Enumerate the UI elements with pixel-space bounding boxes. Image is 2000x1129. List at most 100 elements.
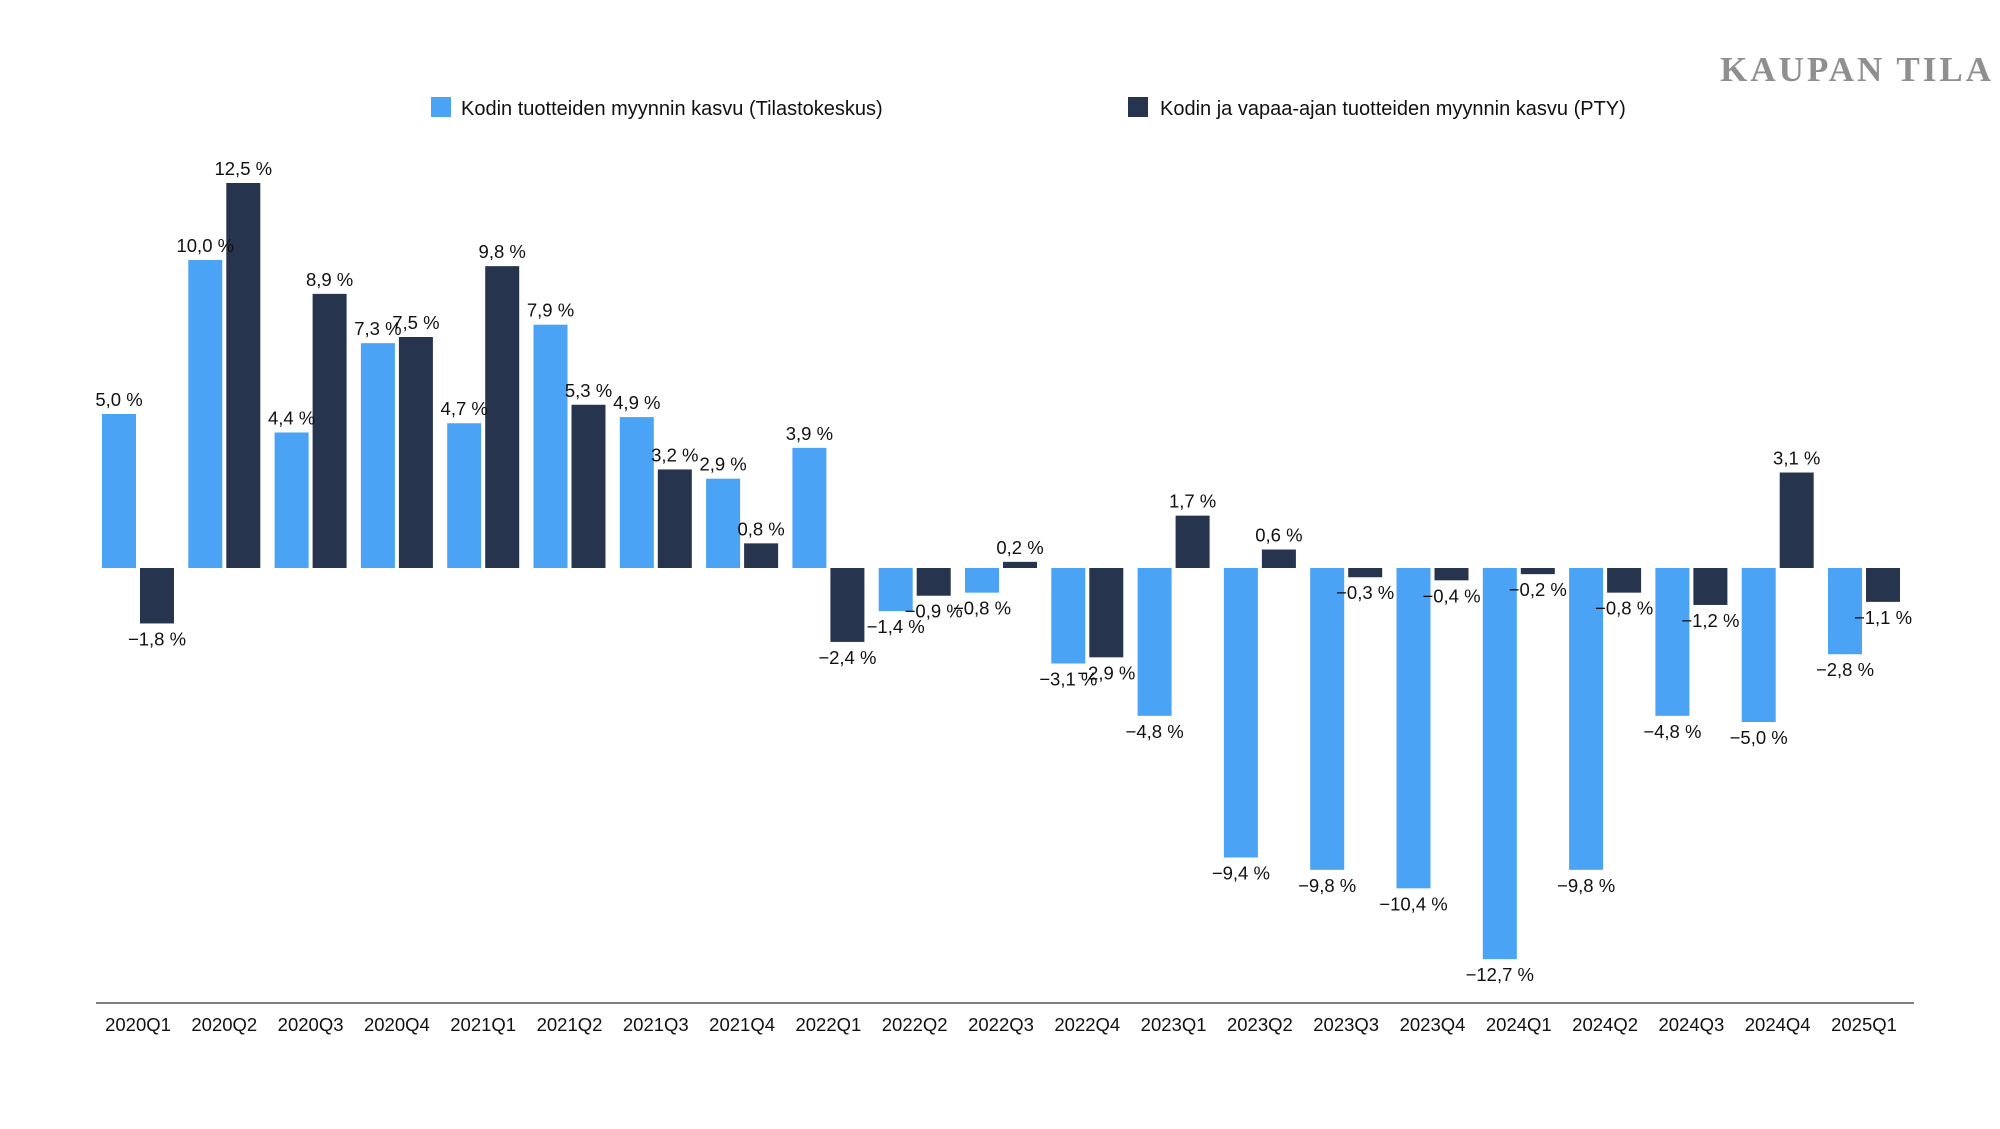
value-labels-group: 5,0 %−1,8 %10,0 %12,5 %4,4 %8,9 %7,3 %7,… bbox=[95, 158, 1912, 985]
x-tick-labels-group: 2020Q1 2020Q2 2020Q3 2020Q4 2021Q1 2021Q2 2021… bbox=[105, 1014, 1897, 1035]
legend-swatch-series-1 bbox=[431, 97, 451, 117]
bar-pty-2025Q1 bbox=[1866, 568, 1900, 602]
x-tick-label-2025Q1: 2025Q1 bbox=[1831, 1014, 1897, 1035]
bar-tilastokeskus-2024Q4 bbox=[1741, 568, 1776, 722]
value-label-tilastokeskus-2024Q1: −12,7 % bbox=[1466, 964, 1534, 985]
bar-tilastokeskus-2023Q2 bbox=[1223, 568, 1258, 858]
bar-pty-2023Q1 bbox=[1175, 515, 1210, 568]
x-tick-label-2022Q2: 2022Q2 bbox=[882, 1014, 948, 1035]
x-tick-label-2021Q2: 2021Q2 bbox=[537, 1014, 603, 1035]
value-label-tilastokeskus-2020Q3: 4,4 % bbox=[268, 407, 315, 428]
bar-pty-2021Q2 bbox=[571, 404, 606, 568]
bar-tilastokeskus-2023Q1 bbox=[1137, 568, 1172, 716]
value-label-pty-2021Q4: 0,8 % bbox=[737, 518, 784, 539]
x-tick-label-2024Q2: 2024Q2 bbox=[1572, 1014, 1638, 1035]
value-label-pty-2025Q1: −1,1 % bbox=[1854, 607, 1912, 628]
bar-tilastokeskus-2024Q2 bbox=[1569, 568, 1604, 870]
value-label-pty-2021Q1: 9,8 % bbox=[479, 241, 526, 262]
value-label-pty-2022Q3: 0,2 % bbox=[996, 537, 1043, 558]
value-label-tilastokeskus-2025Q1: −2,8 % bbox=[1816, 659, 1874, 680]
value-label-tilastokeskus-2024Q2: −9,8 % bbox=[1557, 875, 1615, 896]
value-label-tilastokeskus-2024Q4: −5,0 % bbox=[1730, 727, 1788, 748]
bar-tilastokeskus-2022Q1 bbox=[792, 447, 827, 568]
value-label-tilastokeskus-2022Q3: −0,8 % bbox=[953, 598, 1011, 619]
value-label-pty-2024Q2: −0,8 % bbox=[1595, 598, 1653, 619]
bar-pty-2022Q3 bbox=[1003, 561, 1037, 568]
value-label-tilastokeskus-2020Q2: 10,0 % bbox=[176, 235, 234, 256]
x-tick-label-2024Q1: 2024Q1 bbox=[1486, 1014, 1552, 1035]
value-label-tilastokeskus-2023Q2: −9,4 % bbox=[1212, 863, 1270, 884]
value-label-tilastokeskus-2021Q3: 4,9 % bbox=[613, 392, 660, 413]
bar-pty-2024Q4 bbox=[1779, 472, 1814, 568]
value-label-pty-2020Q3: 8,9 % bbox=[306, 269, 353, 290]
x-tick-label-2021Q3: 2021Q3 bbox=[623, 1014, 689, 1035]
bar-tilastokeskus-2023Q4 bbox=[1396, 568, 1431, 889]
bar-pty-2024Q3 bbox=[1693, 568, 1728, 605]
value-label-pty-2023Q4: −0,4 % bbox=[1422, 585, 1480, 606]
value-label-tilastokeskus-2022Q4: −3,1 % bbox=[1039, 668, 1097, 689]
bar-pty-2023Q4 bbox=[1434, 568, 1469, 581]
value-label-tilastokeskus-2020Q1: 5,0 % bbox=[95, 389, 142, 410]
legend-label-series-1: Kodin tuotteiden myynnin kasvu (Tilastok… bbox=[461, 98, 883, 120]
value-label-tilastokeskus-2021Q4: 2,9 % bbox=[699, 454, 746, 475]
bar-pty-2023Q3 bbox=[1348, 568, 1383, 578]
value-label-tilastokeskus-2021Q1: 4,7 % bbox=[441, 398, 488, 419]
bar-pty-2020Q2 bbox=[226, 183, 261, 568]
x-tick-label-2021Q1: 2021Q1 bbox=[450, 1014, 516, 1035]
bar-tilastokeskus-2020Q3 bbox=[274, 432, 309, 568]
bar-pty-2020Q3 bbox=[312, 293, 347, 568]
bar-tilastokeskus-2020Q4 bbox=[360, 343, 395, 568]
value-label-pty-2022Q4: −2,9 % bbox=[1077, 662, 1135, 683]
brand-logo-text: KAUPAN TILA bbox=[1720, 50, 1994, 89]
x-tick-label-2023Q4: 2023Q4 bbox=[1400, 1014, 1466, 1035]
x-tick-label-2020Q2: 2020Q2 bbox=[191, 1014, 257, 1035]
value-label-pty-2020Q2: 12,5 % bbox=[214, 158, 272, 179]
bar-pty-2021Q4 bbox=[744, 543, 779, 568]
bar-tilastokeskus-2025Q1 bbox=[1828, 568, 1862, 655]
bar-tilastokeskus-2021Q1 bbox=[447, 423, 482, 568]
x-tick-label-2021Q4: 2021Q4 bbox=[709, 1014, 775, 1035]
value-label-tilastokeskus-2023Q4: −10,4 % bbox=[1379, 893, 1447, 914]
value-label-tilastokeskus-2020Q4: 7,3 % bbox=[354, 318, 401, 339]
bar-pty-2021Q3 bbox=[657, 469, 692, 568]
bar-tilastokeskus-2020Q2 bbox=[188, 260, 223, 568]
bar-pty-2024Q1 bbox=[1520, 568, 1555, 575]
value-label-pty-2023Q2: 0,6 % bbox=[1255, 525, 1302, 546]
bar-pty-2021Q1 bbox=[485, 266, 520, 568]
bar-tilastokeskus-2023Q3 bbox=[1310, 568, 1345, 870]
bar-pty-2022Q4 bbox=[1089, 568, 1124, 658]
value-label-tilastokeskus-2024Q3: −4,8 % bbox=[1643, 721, 1701, 742]
value-label-tilastokeskus-2022Q2: −1,4 % bbox=[867, 616, 925, 637]
value-label-tilastokeskus-2022Q1: 3,9 % bbox=[786, 423, 833, 444]
value-label-pty-2020Q4: 7,5 % bbox=[392, 312, 439, 333]
bar-tilastokeskus-2021Q2 bbox=[533, 324, 568, 568]
legend-swatch-series-2 bbox=[1128, 97, 1148, 117]
x-tick-label-2023Q2: 2023Q2 bbox=[1227, 1014, 1293, 1035]
value-label-pty-2023Q3: −0,3 % bbox=[1336, 582, 1394, 603]
value-label-pty-2024Q4: 3,1 % bbox=[1773, 448, 1820, 469]
bar-pty-2022Q2 bbox=[916, 568, 951, 596]
bar-tilastokeskus-2024Q1 bbox=[1482, 568, 1517, 960]
bar-pty-2020Q4 bbox=[398, 337, 433, 568]
x-tick-label-2022Q4: 2022Q4 bbox=[1054, 1014, 1120, 1035]
x-tick-label-2023Q3: 2023Q3 bbox=[1313, 1014, 1379, 1035]
x-tick-label-2024Q3: 2024Q3 bbox=[1658, 1014, 1724, 1035]
value-label-pty-2024Q3: −1,2 % bbox=[1681, 610, 1739, 631]
bar-tilastokeskus-2022Q3 bbox=[965, 568, 999, 593]
legend-label-series-2: Kodin ja vapaa-ajan tuotteiden myynnin k… bbox=[1160, 98, 1626, 120]
value-label-tilastokeskus-2021Q2: 7,9 % bbox=[527, 300, 574, 321]
value-label-tilastokeskus-2023Q1: −4,8 % bbox=[1126, 721, 1184, 742]
bar-pty-2022Q1 bbox=[830, 568, 865, 642]
bar-tilastokeskus-2022Q4 bbox=[1051, 568, 1086, 664]
bar-tilastokeskus-2021Q4 bbox=[706, 478, 741, 568]
bars-group bbox=[102, 183, 1900, 960]
value-label-pty-2021Q2: 5,3 % bbox=[565, 380, 612, 401]
x-tick-label-2022Q3: 2022Q3 bbox=[968, 1014, 1034, 1035]
value-label-pty-2021Q3: 3,2 % bbox=[651, 444, 698, 465]
value-label-tilastokeskus-2023Q3: −9,8 % bbox=[1298, 875, 1356, 896]
legend: Kodin tuotteiden myynnin kasvu (Tilastok… bbox=[431, 97, 1626, 120]
bar-pty-2024Q2 bbox=[1607, 568, 1642, 593]
x-tick-label-2022Q1: 2022Q1 bbox=[795, 1014, 861, 1035]
bar-tilastokeskus-2022Q2 bbox=[878, 568, 913, 612]
